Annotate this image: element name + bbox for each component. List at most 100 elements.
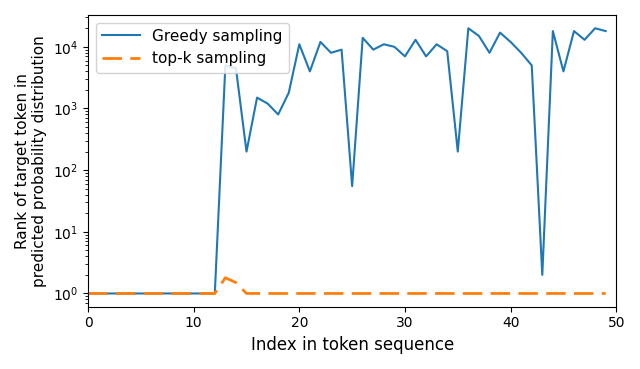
top-k sampling	[517, 291, 525, 296]
Greedy sampling	[285, 90, 292, 95]
top-k sampling	[306, 291, 314, 296]
Greedy sampling	[137, 291, 145, 296]
top-k sampling	[137, 291, 145, 296]
Greedy sampling	[158, 291, 166, 296]
Line: top-k sampling: top-k sampling	[88, 278, 605, 293]
Greedy sampling	[528, 63, 536, 68]
Greedy sampling	[148, 291, 156, 296]
top-k sampling	[538, 291, 546, 296]
top-k sampling	[444, 291, 451, 296]
top-k sampling	[158, 291, 166, 296]
top-k sampling	[169, 291, 177, 296]
top-k sampling	[253, 291, 261, 296]
Legend: Greedy sampling, top-k sampling: Greedy sampling, top-k sampling	[95, 23, 289, 72]
Greedy sampling	[454, 149, 461, 154]
Greedy sampling	[496, 30, 504, 35]
Greedy sampling	[348, 184, 356, 188]
top-k sampling	[296, 291, 303, 296]
Greedy sampling	[253, 96, 261, 100]
top-k sampling	[528, 291, 536, 296]
Greedy sampling	[433, 42, 440, 46]
Greedy sampling	[570, 29, 578, 33]
Greedy sampling	[127, 291, 134, 296]
Greedy sampling	[444, 49, 451, 54]
top-k sampling	[211, 291, 219, 296]
top-k sampling	[190, 291, 198, 296]
Greedy sampling	[190, 291, 198, 296]
top-k sampling	[580, 291, 588, 296]
Greedy sampling	[296, 42, 303, 46]
top-k sampling	[454, 291, 461, 296]
top-k sampling	[369, 291, 377, 296]
top-k sampling	[275, 291, 282, 296]
Greedy sampling	[275, 112, 282, 117]
Greedy sampling	[486, 51, 493, 55]
top-k sampling	[433, 291, 440, 296]
top-k sampling	[232, 280, 240, 285]
top-k sampling	[486, 291, 493, 296]
top-k sampling	[179, 291, 187, 296]
Greedy sampling	[538, 273, 546, 277]
top-k sampling	[496, 291, 504, 296]
Greedy sampling	[380, 42, 388, 46]
Greedy sampling	[517, 51, 525, 55]
Greedy sampling	[116, 291, 124, 296]
Greedy sampling	[422, 54, 430, 59]
top-k sampling	[401, 291, 409, 296]
top-k sampling	[390, 291, 398, 296]
top-k sampling	[317, 291, 324, 296]
Greedy sampling	[338, 48, 346, 52]
Greedy sampling	[232, 66, 240, 70]
Greedy sampling	[465, 26, 472, 31]
Greedy sampling	[369, 48, 377, 52]
top-k sampling	[359, 291, 367, 296]
Greedy sampling	[211, 291, 219, 296]
Greedy sampling	[243, 149, 250, 154]
Greedy sampling	[507, 40, 515, 44]
top-k sampling	[84, 291, 92, 296]
top-k sampling	[148, 291, 156, 296]
top-k sampling	[465, 291, 472, 296]
Line: Greedy sampling: Greedy sampling	[88, 28, 605, 293]
Greedy sampling	[359, 35, 367, 40]
top-k sampling	[116, 291, 124, 296]
Greedy sampling	[475, 34, 483, 38]
Greedy sampling	[401, 54, 409, 59]
top-k sampling	[243, 291, 250, 296]
top-k sampling	[380, 291, 388, 296]
Greedy sampling	[317, 40, 324, 44]
top-k sampling	[559, 291, 567, 296]
Greedy sampling	[200, 291, 208, 296]
Greedy sampling	[602, 29, 609, 33]
Greedy sampling	[179, 291, 187, 296]
top-k sampling	[327, 291, 335, 296]
Greedy sampling	[390, 45, 398, 49]
Y-axis label: Rank of target token in
predicted probability distribution: Rank of target token in predicted probab…	[15, 35, 47, 287]
Greedy sampling	[580, 38, 588, 42]
Greedy sampling	[412, 38, 419, 42]
top-k sampling	[106, 291, 113, 296]
top-k sampling	[549, 291, 557, 296]
Greedy sampling	[327, 51, 335, 55]
Greedy sampling	[306, 69, 314, 73]
top-k sampling	[570, 291, 578, 296]
top-k sampling	[285, 291, 292, 296]
top-k sampling	[507, 291, 515, 296]
top-k sampling	[221, 276, 229, 280]
top-k sampling	[591, 291, 599, 296]
Greedy sampling	[106, 291, 113, 296]
top-k sampling	[200, 291, 208, 296]
Greedy sampling	[84, 291, 92, 296]
Greedy sampling	[559, 69, 567, 73]
top-k sampling	[348, 291, 356, 296]
top-k sampling	[338, 291, 346, 296]
Greedy sampling	[221, 63, 229, 68]
top-k sampling	[475, 291, 483, 296]
top-k sampling	[602, 291, 609, 296]
X-axis label: Index in token sequence: Index in token sequence	[250, 336, 454, 354]
top-k sampling	[95, 291, 102, 296]
Greedy sampling	[169, 291, 177, 296]
Greedy sampling	[549, 29, 557, 33]
Greedy sampling	[591, 26, 599, 31]
top-k sampling	[412, 291, 419, 296]
